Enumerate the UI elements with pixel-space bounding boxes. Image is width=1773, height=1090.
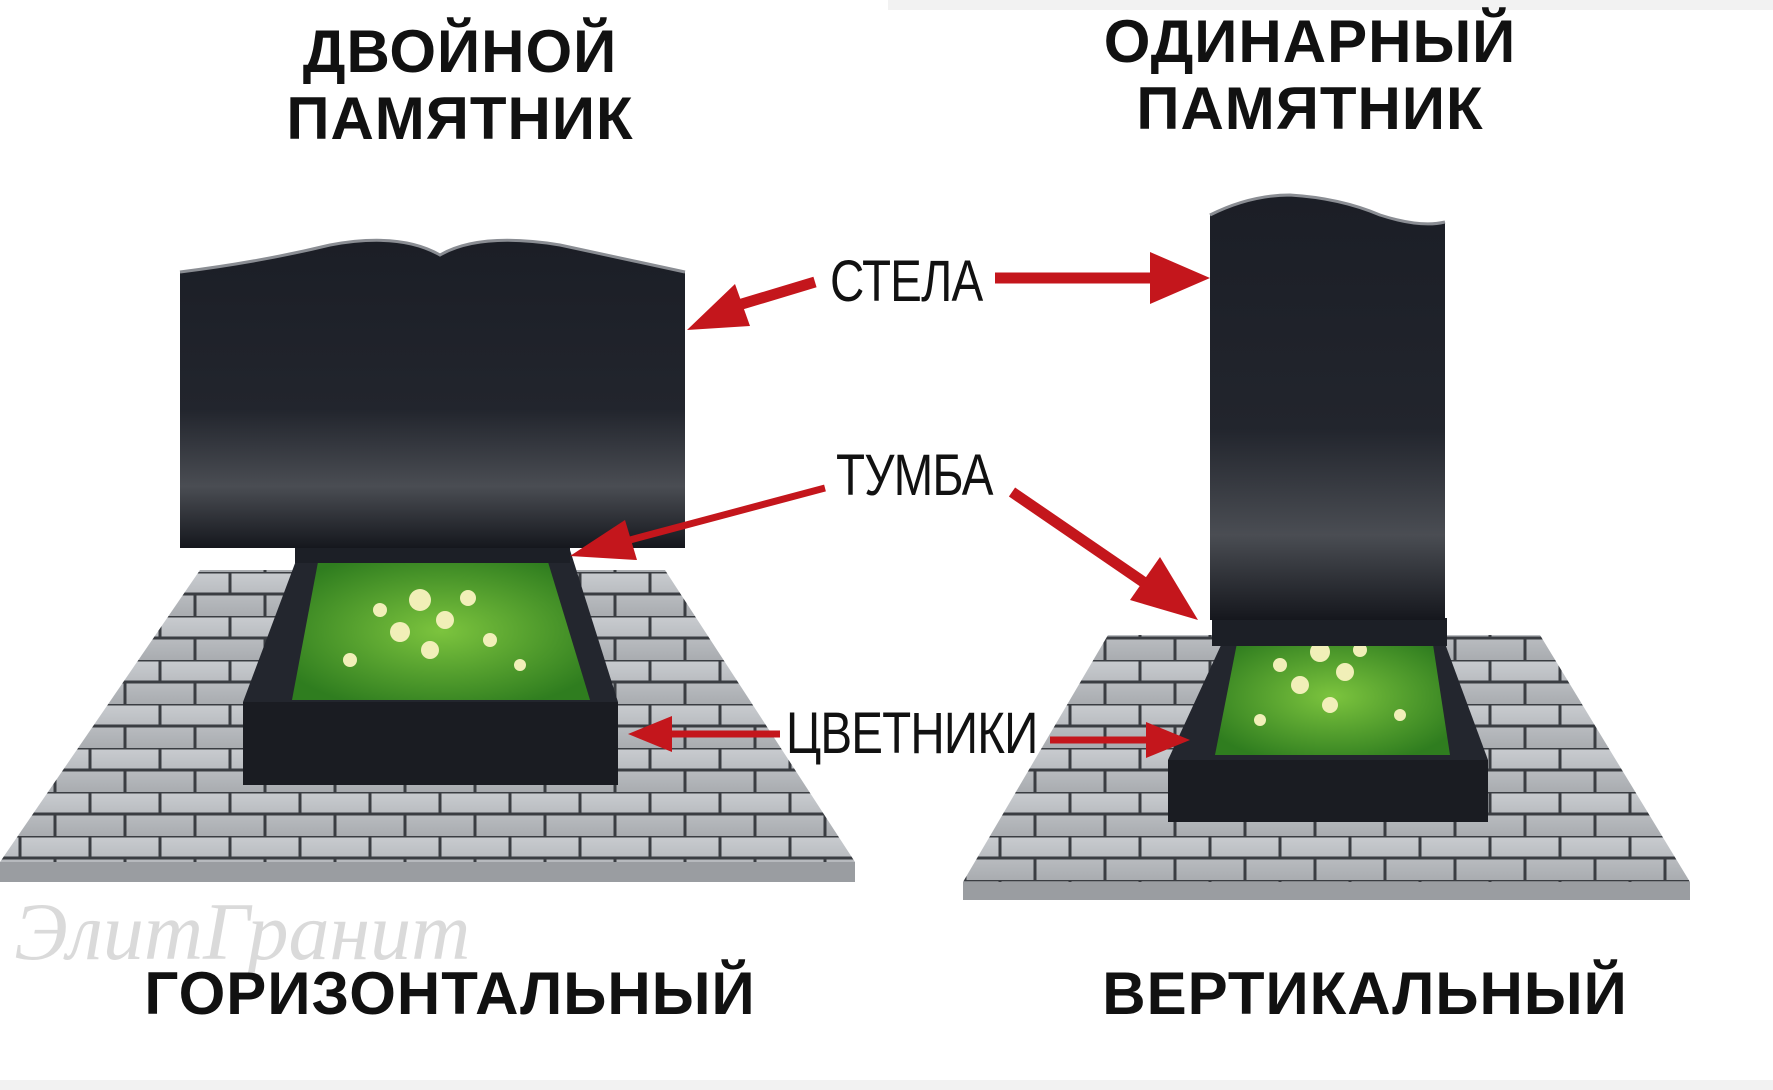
right-grass [1215, 638, 1450, 755]
right-paving-edge [963, 882, 1690, 900]
single-monument-title: ОДИНАРНЫЙ ПАМЯТНИК [1050, 8, 1570, 142]
left-grass [292, 562, 590, 700]
double-monument-title: ДВОЙНОЙ ПАМЯТНИК [200, 18, 720, 152]
callout-arrows [570, 252, 1210, 758]
title-line: ДВОЙНОЙ [302, 18, 618, 85]
background-strip [888, 0, 1773, 10]
left-tumba [295, 547, 570, 563]
title-line: ПАМЯТНИК [286, 85, 634, 153]
double-monument-illustration [0, 238, 855, 882]
right-stela [1210, 195, 1445, 620]
right-flowers [1254, 642, 1406, 726]
single-monument-illustration [963, 193, 1690, 900]
background-strip [0, 1080, 1773, 1090]
left-stela [180, 240, 685, 549]
left-flowers [343, 589, 526, 671]
label-flowerbeds: ЦВЕТНИКИ [786, 701, 1038, 766]
vertical-caption: ВЕРТИКАЛЬНЫЙ [1102, 960, 1628, 1027]
label-tumba: ТУМБА [836, 443, 993, 508]
left-flowerbed-front [243, 702, 618, 785]
label-stela: СТЕЛА [830, 249, 983, 314]
arrow-tumba-right [1008, 487, 1159, 595]
title-line: ОДИНАРНЫЙ [1103, 8, 1517, 75]
left-paving-edge [0, 862, 855, 882]
right-flowerbed-front [1168, 760, 1488, 822]
title-line: ПАМЯТНИК [1136, 75, 1484, 143]
horizontal-caption: ГОРИЗОНТАЛЬНЫЙ [144, 960, 756, 1027]
right-tumba [1212, 618, 1447, 646]
arrow-tumba-left [629, 484, 826, 544]
brand-watermark: ЭлитГранит [14, 886, 471, 977]
